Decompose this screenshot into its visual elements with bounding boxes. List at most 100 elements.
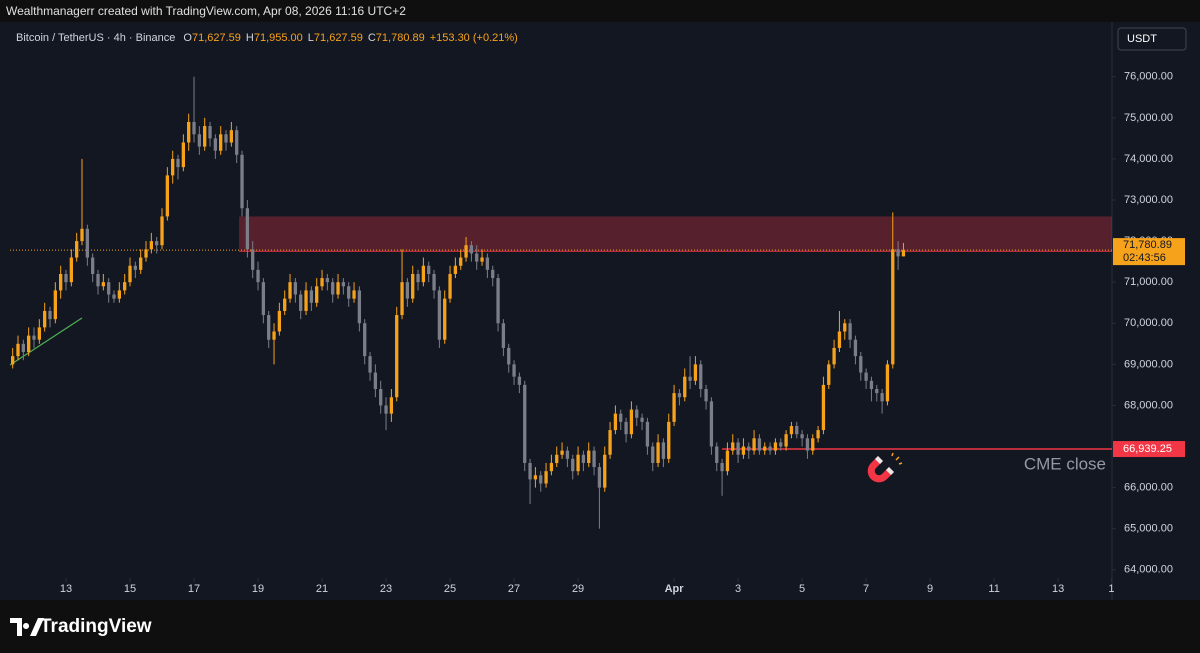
- candle-body: [837, 331, 842, 348]
- candle-body: [784, 434, 788, 447]
- candle-body: [645, 421, 650, 447]
- candle-body: [341, 282, 346, 287]
- x-tick-label: 19: [252, 583, 264, 595]
- marks: [10, 76, 1112, 529]
- candle-body: [235, 130, 239, 155]
- candle-body: [667, 421, 671, 459]
- candle-body: [384, 405, 388, 414]
- candle-body: [261, 282, 266, 316]
- candle-body: [891, 249, 895, 365]
- candle-body: [69, 257, 73, 283]
- trendline: [9, 317, 83, 366]
- candle-body: [192, 121, 196, 135]
- candle-body: [437, 290, 442, 340]
- candle-body: [565, 450, 570, 459]
- candle-body: [704, 389, 708, 402]
- candle-body: [293, 282, 298, 295]
- y-tick-label: 64,000.00: [1124, 564, 1173, 576]
- candle-body: [571, 458, 575, 472]
- candle-body: [181, 142, 186, 168]
- candle-body: [731, 442, 735, 451]
- candle-body: [267, 315, 271, 340]
- candle-body: [715, 446, 719, 463]
- logo-text: TradingView: [40, 616, 152, 637]
- candle-body: [155, 241, 159, 246]
- candle-body: [21, 343, 25, 353]
- candle-body: [816, 430, 820, 439]
- candle-body: [619, 413, 623, 422]
- candle-body: [875, 389, 879, 394]
- candle-body: [53, 290, 57, 320]
- x-tick-label: Apr: [665, 583, 685, 595]
- candle-body: [309, 290, 314, 303]
- candle-body: [171, 158, 175, 176]
- candle-body: [373, 372, 378, 390]
- ohlc-value: 71,780.89: [376, 32, 425, 44]
- ohlc-key: O: [183, 32, 192, 44]
- currency-button-label[interactable]: USDT: [1127, 33, 1157, 45]
- magnet-body: [867, 456, 894, 483]
- candle-body: [325, 278, 330, 283]
- candle-body: [496, 278, 500, 324]
- candle-body: [101, 282, 105, 287]
- candle-body: [331, 282, 335, 295]
- candle-body: [411, 273, 415, 299]
- candle-body: [16, 343, 20, 357]
- candle-body: [315, 286, 319, 303]
- candle-body: [672, 393, 676, 422]
- candle-body: [347, 286, 351, 299]
- candle-body: [821, 384, 826, 431]
- candle-body: [864, 372, 868, 381]
- x-tick-label: 29: [572, 583, 584, 595]
- candle-body: [827, 364, 831, 385]
- y-tick-label: 76,000.00: [1124, 71, 1173, 83]
- candle-body: [165, 175, 170, 217]
- candle-body: [651, 446, 655, 463]
- candle-body: [811, 438, 815, 451]
- candle-body: [683, 376, 687, 398]
- candle-body: [848, 323, 852, 340]
- candle-body: [613, 413, 618, 431]
- candle-body: [48, 310, 52, 320]
- candle-body: [555, 454, 559, 463]
- currency-button[interactable]: [1117, 27, 1187, 51]
- x-tick-label: 15: [124, 583, 136, 595]
- candle-body: [229, 130, 234, 143]
- candle-body: [91, 257, 95, 274]
- candle-body: [720, 462, 724, 472]
- candle-body: [224, 134, 228, 143]
- candle-body: [128, 265, 132, 283]
- candle-body: [699, 364, 703, 390]
- x-tick-label: 11: [988, 583, 999, 595]
- magnet-tips: [875, 456, 894, 475]
- candle-body: [768, 446, 772, 451]
- candle-body: [512, 364, 516, 377]
- candle-body: [352, 290, 356, 299]
- candle-body: [853, 339, 858, 357]
- ohlc-key: H: [246, 32, 254, 44]
- y-tick-label: 75,000.00: [1124, 112, 1173, 124]
- y-tick-label: 73,000.00: [1124, 194, 1173, 206]
- candle-body: [640, 417, 644, 422]
- candle-body: [475, 253, 479, 262]
- candle-body: [85, 228, 89, 258]
- candle-body: [75, 241, 79, 258]
- candle-body: [859, 356, 863, 373]
- candle-body: [176, 158, 180, 168]
- x-tick-label: 13: [1052, 583, 1064, 595]
- x-tick-label: 3: [735, 583, 741, 595]
- x-tick-label: 1: [1108, 583, 1114, 595]
- ohlc-value: 71,627.59: [192, 32, 241, 44]
- candle-body: [485, 257, 490, 270]
- candle-body: [587, 450, 591, 463]
- candle-body: [752, 438, 756, 451]
- candle-body: [507, 347, 511, 365]
- candle-body: [27, 335, 31, 353]
- candle-body: [869, 380, 874, 390]
- candle-body: [544, 471, 548, 484]
- candle-body: [37, 327, 41, 340]
- candle-body: [245, 208, 250, 250]
- candle-body: [160, 216, 164, 246]
- candle-body: [219, 134, 223, 151]
- candle-body: [459, 257, 463, 266]
